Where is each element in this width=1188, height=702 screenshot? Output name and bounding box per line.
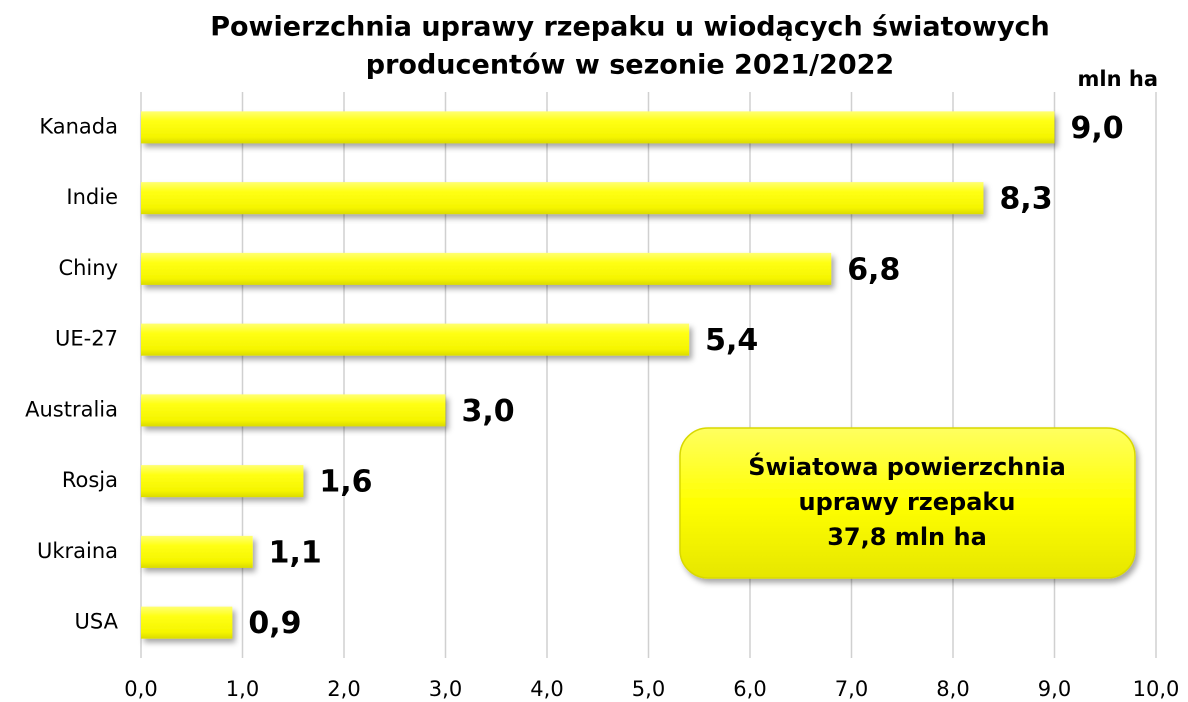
value-label: 1,6	[319, 465, 372, 500]
bar	[141, 111, 1055, 144]
annotation-box	[679, 427, 1136, 579]
x-tick-label: 9,0	[1038, 677, 1071, 701]
value-label: 0,9	[248, 606, 301, 641]
bar-base	[141, 182, 984, 215]
bar	[141, 606, 233, 639]
value-label: 5,4	[705, 323, 758, 358]
x-tick-label: 2,0	[327, 677, 360, 701]
bar-base	[141, 252, 832, 285]
y-tick-label: Rosja	[62, 468, 118, 492]
annotation: 37,8 mln ha	[827, 523, 987, 551]
y-tick-label: Ukraina	[37, 539, 118, 563]
bar	[141, 394, 446, 427]
bar-base	[141, 323, 690, 356]
bar-base	[141, 394, 446, 427]
bar-base	[141, 111, 1055, 144]
y-tick-label: Australia	[25, 397, 118, 421]
annotation: Światowa powierzchnia	[748, 451, 1066, 481]
x-tick-label: 0,0	[124, 677, 157, 701]
y-tick-label: Chiny	[58, 256, 118, 280]
y-tick-label: USA	[75, 610, 119, 634]
bar	[141, 252, 832, 285]
x-tick-label: 4,0	[530, 677, 563, 701]
value-label: 3,0	[462, 394, 515, 429]
bar	[141, 182, 984, 215]
x-tick-label: 8,0	[936, 677, 969, 701]
bar	[141, 535, 253, 568]
x-tick-label: 6,0	[733, 677, 766, 701]
x-tick-label: 7,0	[835, 677, 868, 701]
value-label: 9,0	[1071, 111, 1124, 146]
x-tick-label: 10,0	[1133, 677, 1180, 701]
bar-base	[141, 465, 304, 498]
value-label: 6,8	[847, 252, 900, 287]
chart-title: Powierzchnia uprawy rzepaku u wiodących …	[210, 12, 1050, 43]
bar	[141, 465, 304, 498]
x-tick-label: 5,0	[632, 677, 665, 701]
annotation: uprawy rzepaku	[799, 488, 1016, 516]
bars: Kanada 9,0 Indie 8,3 Chiny 6,8 UE-27 5,4 Austral…	[25, 111, 1124, 641]
value-label: 8,3	[999, 182, 1052, 217]
x-tick-label: 3,0	[429, 677, 462, 701]
unit-label: mln ha	[1078, 67, 1158, 91]
x-tick-label: 1,0	[226, 677, 259, 701]
y-tick-label: Indie	[66, 185, 118, 209]
y-tick-label: UE-27	[55, 327, 118, 351]
bar-base	[141, 606, 233, 639]
value-label: 1,1	[269, 535, 322, 570]
y-tick-label: Kanada	[39, 114, 118, 138]
bar-base	[141, 535, 253, 568]
bar	[141, 323, 690, 356]
chart-title: producentów w sezonie 2021/2022	[366, 50, 894, 81]
